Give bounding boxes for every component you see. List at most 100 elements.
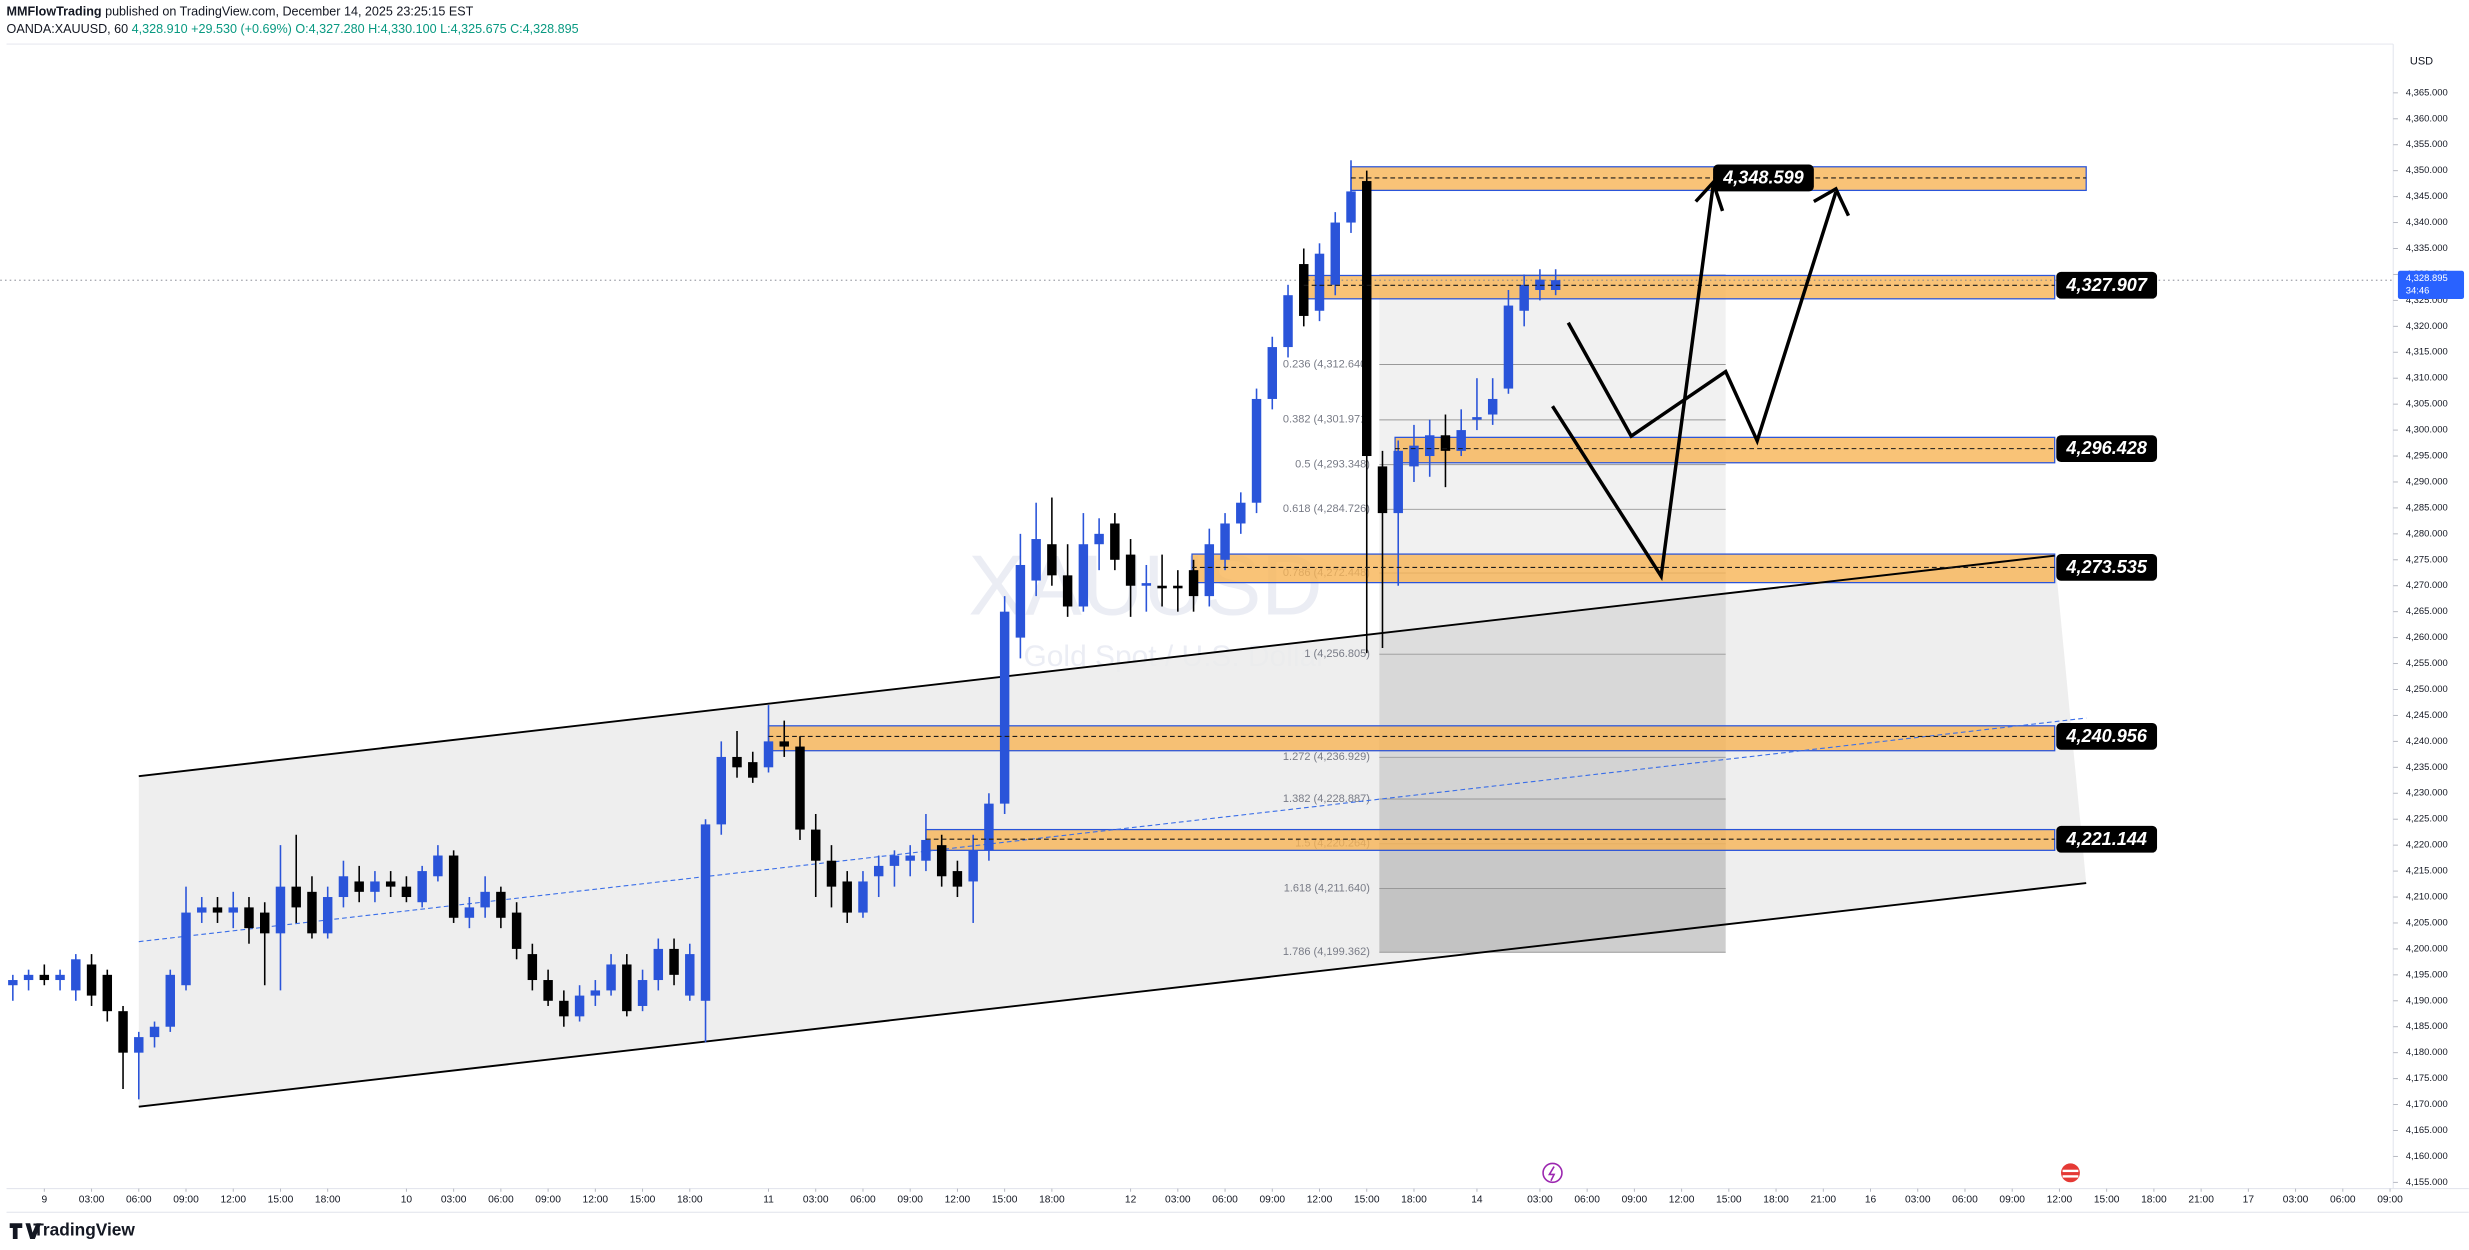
y-tick-label: 4,355.000 — [2406, 139, 2448, 150]
y-tick-label: 4,265.000 — [2406, 606, 2448, 617]
x-tick-label: 15:00 — [1716, 1194, 1742, 1205]
candle-body — [181, 912, 191, 986]
x-tick-label: 09:00 — [1259, 1194, 1285, 1205]
candle-body — [149, 1026, 160, 1038]
y-tick-label: 4,275.000 — [2406, 554, 2448, 565]
y-tick-label: 4,295.000 — [2406, 451, 2448, 462]
y-tick-label: 4,210.000 — [2406, 892, 2448, 903]
candle-body — [275, 886, 286, 934]
y-tick-label: 4,255.000 — [2406, 658, 2448, 669]
y-tick-label: 4,300.000 — [2406, 425, 2448, 436]
candle-body — [244, 907, 254, 929]
candle-body — [511, 912, 522, 949]
event-icon[interactable] — [1542, 1162, 1563, 1184]
x-tick-label: 15:00 — [2094, 1194, 2120, 1205]
fib-label: 1 (4,256.805) — [1304, 648, 1370, 660]
candle-body — [1472, 417, 1482, 420]
candle-body — [1078, 544, 1089, 607]
y-tick-label: 4,285.000 — [2406, 502, 2448, 513]
x-tick-label: 09:00 — [535, 1194, 561, 1205]
candle-body — [1314, 253, 1325, 311]
plot: 0.236 (4,312.640) 0.382 (4,301.971) 0.5 (4… — [0, 87, 2465, 1205]
y-tick-label: 4,225.000 — [2406, 814, 2448, 825]
fib-band — [1379, 888, 1726, 953]
candle-body — [1125, 554, 1136, 586]
x-tick-label: 09:00 — [1622, 1194, 1648, 1205]
candle-body — [873, 865, 884, 877]
x-tick-label: 09:00 — [1999, 1194, 2025, 1205]
candle-body — [1031, 539, 1041, 581]
candle-body — [606, 964, 616, 991]
x-tick-label: 12:00 — [220, 1194, 246, 1205]
candle-body — [39, 974, 50, 981]
candle-body — [1251, 398, 1262, 503]
x-tick-label: 06:00 — [850, 1194, 876, 1205]
y-tick-label: 4,345.000 — [2406, 191, 2448, 202]
candle-body — [1015, 564, 1026, 638]
x-tick-label: 18:00 — [677, 1194, 703, 1205]
y-tick-label: 4,195.000 — [2406, 969, 2448, 980]
x-tick-label: 12:00 — [1307, 1194, 1333, 1205]
zone-label: 4,348.599 — [1722, 168, 1804, 188]
candle-body — [622, 964, 632, 1012]
x-tick-label: 03:00 — [803, 1194, 829, 1205]
candle-body — [1094, 533, 1104, 545]
last-price-label: 4,328.895 — [2406, 273, 2448, 284]
candle-body — [401, 886, 412, 898]
candle-body — [23, 974, 34, 981]
x-tick-label: 03:00 — [1905, 1194, 1931, 1205]
y-tick-label: 4,305.000 — [2406, 399, 2448, 410]
candle-body — [826, 860, 837, 887]
zone-label-box — [2056, 723, 2158, 750]
y-tick-label: 4,155.000 — [2406, 1177, 2448, 1188]
y-tick-label: 4,315.000 — [2406, 347, 2448, 358]
x-tick-label: 03:00 — [2283, 1194, 2309, 1205]
y-tick-label: 4,230.000 — [2406, 788, 2448, 799]
candle-body — [1440, 435, 1451, 451]
y-tick-label: 4,310.000 — [2406, 373, 2448, 384]
projection-arrow — [1551, 185, 1715, 582]
y-tick-label: 4,205.000 — [2406, 917, 2448, 928]
y-tick-label: 4,175.000 — [2406, 1073, 2448, 1084]
candle-body — [637, 980, 648, 1006]
candle-body — [480, 891, 490, 908]
candle-body — [543, 980, 553, 1001]
brand-logo — [9, 1223, 42, 1239]
candle-body — [291, 886, 301, 908]
candle-body — [763, 741, 774, 768]
flag-icon[interactable] — [2061, 1163, 2080, 1183]
brand: TradingView — [33, 1220, 135, 1240]
x-tick-label: 18:00 — [2141, 1194, 2167, 1205]
close: C:4,328.895 — [510, 22, 579, 36]
candle-body — [889, 855, 900, 866]
fib-band — [1379, 843, 1726, 889]
y-tick-label: 4,185.000 — [2406, 1021, 2448, 1032]
x-tick-label: 18:00 — [1039, 1194, 1065, 1205]
y-tick-label: 4,165.000 — [2406, 1125, 2448, 1136]
candle-body — [1362, 181, 1372, 457]
channel-mid — [138, 717, 2087, 943]
x-tick-label: 11 — [763, 1194, 774, 1205]
x-tick-label: 12:00 — [583, 1194, 609, 1205]
x-tick-label: 03:00 — [1165, 1194, 1191, 1205]
channel-upper — [138, 554, 2055, 778]
y-tick-label: 4,270.000 — [2406, 580, 2448, 591]
zone-label-box — [1713, 164, 1814, 192]
candle-body — [1267, 347, 1278, 399]
candle-body — [811, 829, 821, 861]
y-tick-label: 4,365.000 — [2406, 87, 2448, 98]
candle-body — [1157, 585, 1167, 589]
fib-label: 1.786 (4,199.362) — [1283, 946, 1370, 958]
candle-body — [795, 746, 805, 830]
candle-body — [559, 1000, 569, 1017]
candle-body — [1487, 398, 1498, 415]
x-tick-label: 12:00 — [945, 1194, 971, 1205]
zone — [925, 828, 2056, 851]
x-tick-label: 12:00 — [1669, 1194, 1695, 1205]
x-tick-label: 03:00 — [79, 1194, 105, 1205]
y-tick-label: 4,260.000 — [2406, 632, 2448, 643]
x-tick-label: 10 — [401, 1194, 413, 1205]
candle-body — [779, 741, 789, 747]
x-tick-label: 06:00 — [1952, 1194, 1978, 1205]
fib-label: 1.272 (4,236.929) — [1283, 751, 1370, 763]
